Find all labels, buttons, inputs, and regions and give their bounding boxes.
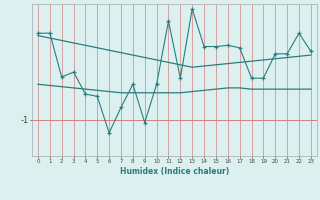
X-axis label: Humidex (Indice chaleur): Humidex (Indice chaleur) xyxy=(120,167,229,176)
